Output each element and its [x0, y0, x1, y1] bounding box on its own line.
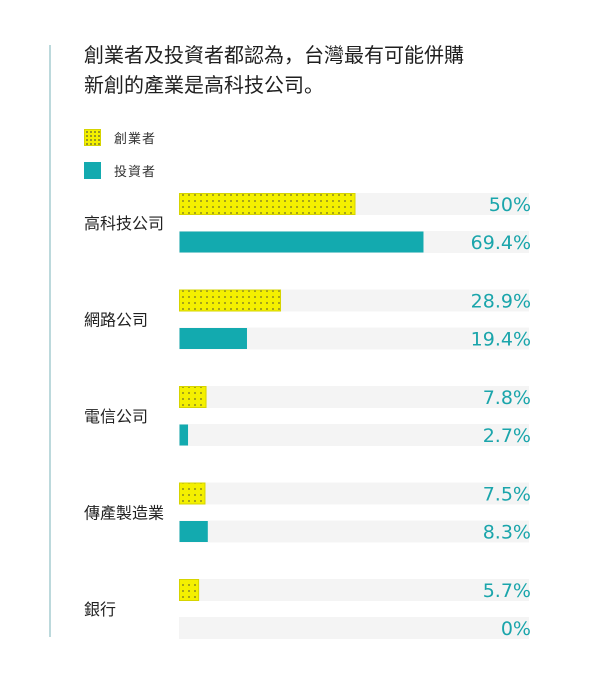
bar-founder: [179, 386, 207, 408]
legend-item-investor: 投資者: [84, 161, 157, 180]
value-label: 19.4%: [471, 329, 531, 351]
legend-label-investor: 投資者: [114, 164, 157, 180]
bar-investor: [179, 231, 424, 253]
bar-founder: [179, 289, 282, 312]
bar-track: [179, 327, 529, 350]
value-label: 2.7%: [483, 425, 531, 447]
bar-track: [179, 386, 529, 408]
category-label: 電信公司: [84, 407, 148, 426]
value-label: 0%: [501, 618, 531, 640]
bar-track: [179, 579, 529, 601]
value-label: 5.7%: [483, 580, 531, 602]
bar-investor: [179, 328, 247, 349]
value-label: 7.5%: [483, 484, 531, 506]
chart-title-line-1: 創業者及投資者都認為，台灣最有可能併購: [84, 43, 464, 67]
bar-investor: [179, 424, 189, 446]
bar-track: [179, 424, 529, 446]
category-label: 網路公司: [84, 311, 148, 330]
chart-bars: 高科技公司 50% 69.4% 網路公司 28.9% 19.4% 電信公司 7.8% 2.7% 傳…: [84, 193, 531, 640]
value-label: 7.8%: [483, 387, 531, 409]
bar-track: [179, 482, 529, 505]
bar-investor: [179, 521, 208, 542]
value-label: 69.4%: [471, 232, 531, 254]
bar-founder: [179, 193, 356, 215]
bar-founder: [179, 482, 206, 505]
category-label: 傳產製造業: [84, 504, 164, 523]
legend-item-founder: 創業者: [84, 128, 157, 147]
legend-swatch-founder: [84, 128, 101, 146]
value-label: 8.3%: [483, 522, 531, 544]
bar-track: [179, 520, 529, 543]
category-label: 高科技公司: [84, 214, 164, 233]
category-label: 銀行: [84, 600, 116, 619]
bar-founder: [179, 579, 200, 601]
chart-title: 創業者及投資者都認為，台灣最有可能併購 新創的產業是高科技公司。: [84, 40, 554, 100]
frame-line: [49, 45, 51, 637]
value-label: 28.9%: [471, 291, 531, 313]
value-label: 50%: [489, 194, 531, 216]
chart-title-line-2: 新創的產業是高科技公司。: [84, 73, 324, 97]
bar-track: [179, 617, 529, 639]
legend-label-founder: 創業者: [114, 131, 157, 147]
legend-swatch-investor: [84, 161, 101, 179]
